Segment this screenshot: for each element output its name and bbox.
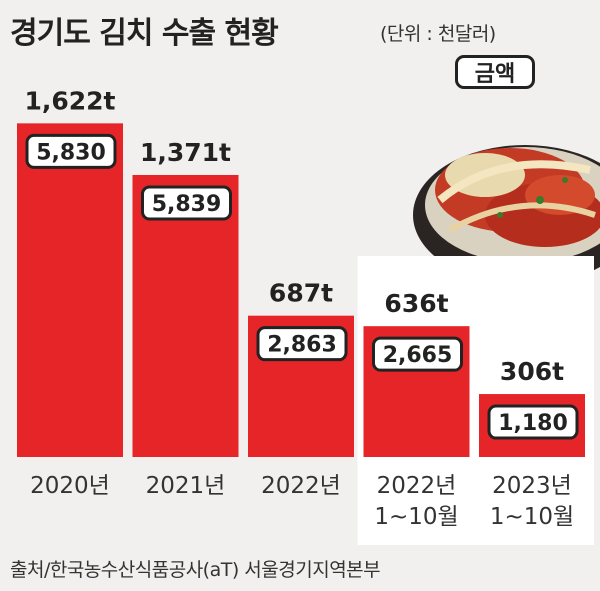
amount-label-box bbox=[372, 336, 463, 372]
category-label: 2021년 bbox=[146, 473, 226, 499]
amount-label: 2,863 bbox=[267, 333, 337, 358]
amount-label: 2,665 bbox=[383, 343, 453, 368]
amount-label-box bbox=[141, 185, 232, 221]
chart-title: 경기도 김치 수출 현황 bbox=[10, 16, 279, 51]
tonnage-label: 687t bbox=[269, 279, 333, 308]
tonnage-label: 1,622t bbox=[24, 86, 115, 115]
tonnage-label: 1,371t bbox=[140, 138, 231, 167]
amount-label-box bbox=[487, 404, 579, 440]
amount-label: 1,180 bbox=[498, 411, 568, 436]
category-label: 2023년 bbox=[492, 473, 572, 499]
tonnage-label: 306t bbox=[500, 357, 564, 386]
amount-label: 5,839 bbox=[152, 192, 222, 217]
bar bbox=[132, 174, 239, 458]
amount-label-box bbox=[25, 133, 117, 169]
kimchi-dish-illustration bbox=[413, 145, 600, 285]
category-label: 2022년 bbox=[377, 473, 457, 499]
unit-label: (단위 : 천달러) bbox=[380, 23, 496, 45]
amount-label-box bbox=[256, 326, 348, 362]
bar bbox=[17, 123, 123, 457]
category-label: 2022년 bbox=[261, 473, 341, 499]
source-note: 출처/한국농수산식품공사(aT) 서울경기지역본부 bbox=[10, 559, 381, 581]
tonnage-label: 636t bbox=[384, 289, 448, 318]
category-label: 2020년 bbox=[30, 473, 110, 499]
amount-label: 5,830 bbox=[36, 140, 106, 165]
category-label: 1~10월 bbox=[490, 504, 574, 530]
amount-legend-badge: 금액 bbox=[455, 55, 535, 89]
category-label: 1~10월 bbox=[374, 504, 458, 530]
